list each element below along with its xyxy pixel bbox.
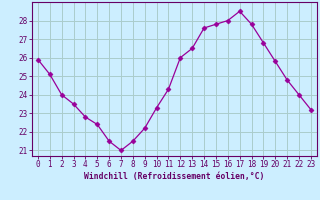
X-axis label: Windchill (Refroidissement éolien,°C): Windchill (Refroidissement éolien,°C) xyxy=(84,172,265,181)
